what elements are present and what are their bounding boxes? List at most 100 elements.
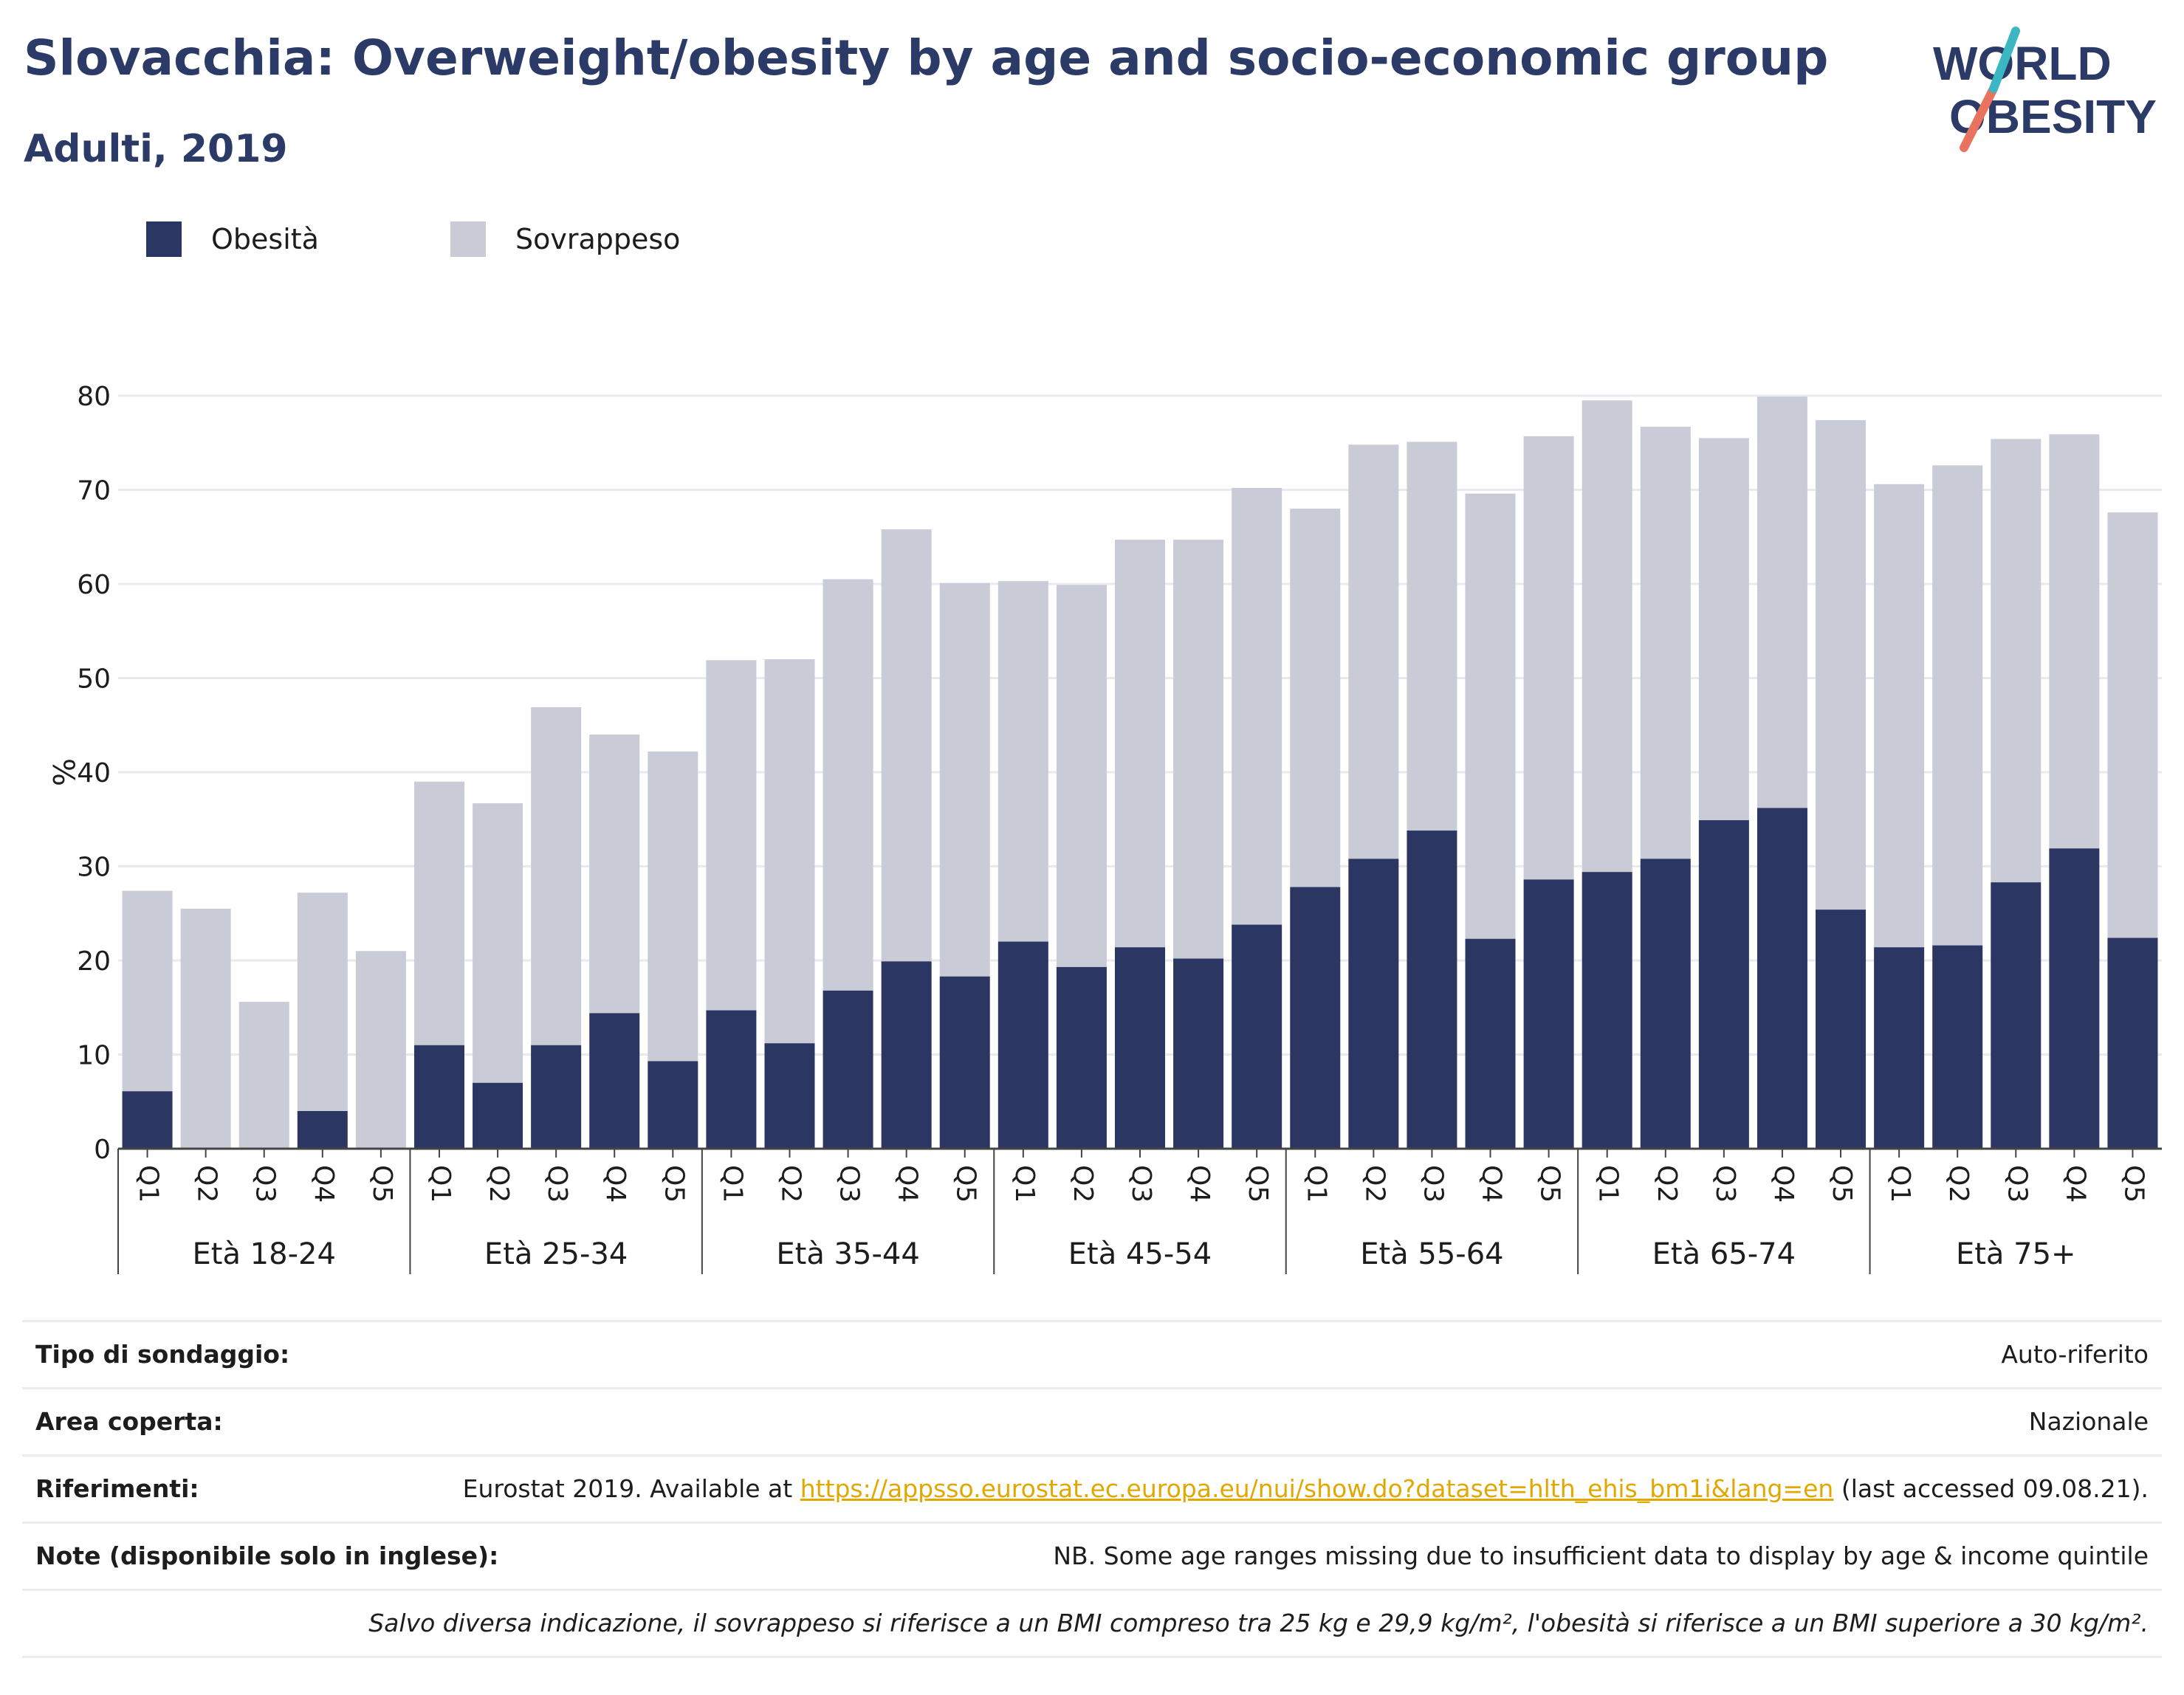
references-suffix: (last accessed 09.08.21).: [1833, 1474, 2149, 1503]
x-tick-label-quintile: Q2: [192, 1165, 222, 1203]
world-obesity-logo: WORLD OBESITY: [1933, 27, 2157, 152]
bar-obesity: [122, 1091, 173, 1149]
bar-obesity: [531, 1045, 582, 1149]
bar-obesity: [1290, 887, 1341, 1149]
bar-overweight: [997, 581, 1048, 942]
bar-overweight: [1698, 438, 1749, 821]
bar-obesity: [1582, 872, 1632, 1149]
bar-overweight: [238, 1002, 289, 1149]
x-tick-label-quintile: Q3: [542, 1165, 572, 1203]
legend-label-overweight: Sovrappeso: [515, 223, 681, 255]
info-row-area: Area coperta: Nazionale: [22, 1387, 2162, 1454]
bar-overweight: [1523, 436, 1574, 880]
x-tick-label-quintile: Q5: [367, 1165, 397, 1203]
x-tick-label-quintile: Q5: [1243, 1165, 1273, 1203]
x-tick-label-quintile: Q1: [717, 1165, 747, 1203]
bar-overweight: [1582, 400, 1632, 873]
x-tick-label-quintile: Q5: [1535, 1165, 1565, 1203]
info-label-area: Area coperta:: [35, 1407, 223, 1436]
bar-overweight: [122, 890, 173, 1092]
x-tick-label-quintile: Q3: [834, 1165, 865, 1203]
bar-overweight: [180, 908, 231, 1149]
x-tick-label-quintile: Q3: [1126, 1165, 1156, 1203]
x-tick-label-quintile: Q3: [2002, 1165, 2032, 1203]
bar-overweight: [2049, 434, 2100, 849]
logo-coral-slash: [1960, 84, 1998, 152]
x-tick-label-quintile: Q2: [775, 1165, 806, 1203]
x-tick-label-quintile: Q5: [1827, 1165, 1857, 1203]
legend-item-obesity[interactable]: Obesità: [146, 219, 319, 260]
bar-obesity: [2107, 938, 2158, 1149]
x-tick-label-quintile: Q2: [1943, 1165, 1974, 1203]
x-group-label: Età 45-54: [1068, 1237, 1212, 1271]
y-tick-label: 60: [77, 570, 111, 600]
bar-obesity: [1465, 938, 1516, 1149]
x-group-label: Età 75+: [1956, 1237, 2076, 1271]
bar-obesity: [1991, 882, 2042, 1149]
bar-obesity: [939, 976, 990, 1149]
x-tick-label-quintile: Q4: [893, 1165, 923, 1203]
info-row-notes: Note (disponibile solo in inglese): NB. …: [22, 1522, 2162, 1589]
bar-obesity: [2049, 848, 2100, 1149]
x-tick-label-quintile: Q3: [1418, 1165, 1448, 1203]
bar-overweight: [1874, 484, 1925, 948]
logo-word-world: WORLD: [1933, 37, 2112, 90]
y-tick-label: 70: [77, 476, 111, 506]
bar-obesity: [1757, 808, 1807, 1149]
bar-overweight: [1991, 439, 2042, 883]
legend-item-overweight[interactable]: Sovrappeso: [450, 219, 680, 260]
info-row-definition: Salvo diversa indicazione, il sovrappeso…: [22, 1589, 2162, 1658]
x-group-label: Età 25-34: [484, 1237, 628, 1271]
y-tick-label: 80: [77, 382, 111, 412]
x-tick-label-quintile: Q2: [1652, 1165, 1682, 1203]
bar-overweight: [1348, 444, 1399, 859]
bar-obesity: [1056, 966, 1107, 1149]
y-tick-label: 30: [77, 853, 111, 883]
bar-overweight: [589, 735, 640, 1014]
bar-obesity: [1523, 879, 1574, 1149]
bar-overweight: [1757, 396, 1807, 808]
bar-obesity: [764, 1043, 815, 1149]
bar-obesity: [1874, 947, 1925, 1149]
bar-overweight: [1407, 441, 1457, 831]
y-tick-label: 40: [77, 758, 111, 788]
bar-overweight: [1932, 465, 1983, 946]
bar-obesity: [1407, 831, 1457, 1149]
x-tick-label-quintile: Q2: [1359, 1165, 1390, 1203]
bar-overweight: [939, 582, 990, 977]
x-tick-label-quintile: Q4: [309, 1165, 339, 1203]
x-tick-label-quintile: Q5: [2118, 1165, 2149, 1203]
info-row-survey-type: Tipo di sondaggio: Auto-riferito: [22, 1320, 2162, 1387]
bar-overweight: [1056, 585, 1107, 967]
info-table: Tipo di sondaggio: Auto-riferito Area co…: [22, 1320, 2162, 1658]
stacked-bar-chart: 0 10 20 30 40 50 60 70 80% Q1 Q2 Q3 Q4 Q5 Età 18-24 Q1 Q…: [46, 382, 2162, 1274]
bar-overweight: [473, 803, 523, 1083]
info-label-references: Riferimenti:: [35, 1474, 199, 1503]
x-tick-label-quintile: Q4: [600, 1165, 631, 1203]
bar-obesity: [881, 961, 932, 1149]
x-tick-label-quintile: Q4: [2060, 1165, 2090, 1203]
x-group-label: Età 65-74: [1652, 1237, 1796, 1271]
bar-obesity: [297, 1111, 348, 1149]
info-label-survey-type: Tipo di sondaggio:: [35, 1340, 290, 1369]
bar-overweight: [1465, 493, 1516, 939]
bmi-definition-note: Salvo diversa indicazione, il sovrappeso…: [368, 1609, 2149, 1637]
info-value-notes: NB. Some age ranges missing due to insuf…: [1053, 1541, 2149, 1570]
references-prefix: Eurostat 2019. Available at: [462, 1474, 800, 1503]
y-tick-label: 0: [94, 1135, 111, 1165]
info-label-notes: Note (disponibile solo in inglese):: [35, 1541, 499, 1570]
legend-label-obesity: Obesità: [211, 223, 319, 255]
bar-obesity: [1232, 924, 1282, 1149]
bar-overweight: [881, 529, 932, 962]
bar-overweight: [531, 707, 582, 1045]
y-axis-label: %: [46, 758, 80, 786]
x-tick-label-quintile: Q4: [1477, 1165, 1507, 1203]
bar-overweight: [355, 951, 406, 1149]
y-tick-label: 50: [77, 664, 111, 695]
bar-overweight: [1115, 540, 1165, 948]
info-value-area: Nazionale: [2028, 1407, 2149, 1436]
logo-teal-slash: [1989, 27, 2020, 93]
references-link[interactable]: https://appsso.eurostat.ec.europa.eu/nui…: [800, 1474, 1834, 1503]
x-tick-label-quintile: Q5: [951, 1165, 981, 1203]
x-tick-label-quintile: Q2: [484, 1165, 514, 1203]
